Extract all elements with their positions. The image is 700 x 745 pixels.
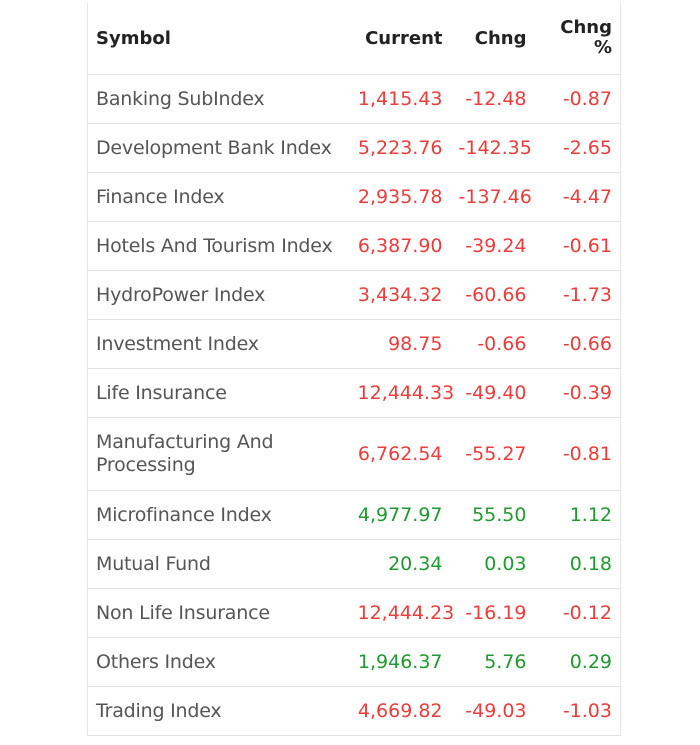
value-cell: 55.50 xyxy=(450,490,535,540)
table-row: Microfinance Index 4,977.97 55.50 1.12 xyxy=(87,490,621,540)
symbol-cell: Non Life Insurance xyxy=(87,588,350,638)
value-cell: -0.66 xyxy=(450,319,535,369)
symbol-cell: Microfinance Index xyxy=(87,490,350,540)
value-cell: -39.24 xyxy=(450,221,535,271)
value-cell: -0.87 xyxy=(534,74,621,124)
value-cell: -1.73 xyxy=(534,270,621,320)
table-body: Banking SubIndex 1,415.43 -12.48 -0.87 Devel… xyxy=(87,74,621,736)
table-row: Life Insurance 12,444.33 -49.40 -0.39 xyxy=(87,368,621,418)
value-cell: -0.61 xyxy=(534,221,621,271)
value-cell: 2,935.78 xyxy=(349,172,451,222)
table-row: Manufacturing And Processing 6,762.54 -55.… xyxy=(87,417,621,491)
table-row: Mutual Fund 20.34 0.03 0.18 xyxy=(87,539,621,589)
table-row: Non Life Insurance 12,444.23 -16.19 -0.12 xyxy=(87,588,621,638)
value-cell: -137.46 xyxy=(450,172,535,222)
value-cell: 5.76 xyxy=(450,637,535,687)
table-row: Others Index 1,946.37 5.76 0.29 xyxy=(87,637,621,687)
value-cell: 6,762.54 xyxy=(349,417,451,491)
symbol-cell: Banking SubIndex xyxy=(87,74,350,124)
value-cell: -0.66 xyxy=(534,319,621,369)
symbol-cell: Mutual Fund xyxy=(87,539,350,589)
value-cell: 4,977.97 xyxy=(349,490,451,540)
value-cell: 0.29 xyxy=(534,637,621,687)
value-cell: 0.18 xyxy=(534,539,621,589)
column-header: Symbol xyxy=(87,3,350,75)
symbol-cell: Finance Index xyxy=(87,172,350,222)
table-row: Banking SubIndex 1,415.43 -12.48 -0.87 xyxy=(87,74,621,124)
column-header: Current xyxy=(349,3,451,75)
symbol-cell: Others Index xyxy=(87,637,350,687)
value-cell: -16.19 xyxy=(450,588,535,638)
value-cell: 20.34 xyxy=(349,539,451,589)
value-cell: -0.81 xyxy=(534,417,621,491)
symbol-cell: HydroPower Index xyxy=(87,270,350,320)
value-cell: -55.27 xyxy=(450,417,535,491)
value-cell: 1.12 xyxy=(534,490,621,540)
value-cell: 12,444.33 xyxy=(349,368,454,418)
table-header: Symbol Current Chng Chng % xyxy=(87,3,621,75)
value-cell: -60.66 xyxy=(450,270,535,320)
value-cell: -49.03 xyxy=(450,686,535,736)
index-table: Symbol Current Chng Chng % Banking SubIndex… xyxy=(87,3,621,736)
symbol-cell: Development Bank Index xyxy=(87,123,350,173)
value-cell: -1.03 xyxy=(534,686,621,736)
table-row: HydroPower Index 3,434.32 -60.66 -1.73 xyxy=(87,270,621,320)
header-row: Symbol Current Chng Chng % xyxy=(87,3,621,75)
value-cell: 4,669.82 xyxy=(349,686,451,736)
value-cell: -0.39 xyxy=(534,368,621,418)
table-row: Trading Index 4,669.82 -49.03 -1.03 xyxy=(87,686,621,736)
symbol-cell: Manufacturing And Processing xyxy=(87,417,350,491)
value-cell: -4.47 xyxy=(534,172,621,222)
symbol-cell: Life Insurance xyxy=(87,368,350,418)
value-cell: 1,946.37 xyxy=(349,637,451,687)
table-row: Development Bank Index 5,223.76 -142.35 -2.… xyxy=(87,123,621,173)
table-row: Investment Index 98.75 -0.66 -0.66 xyxy=(87,319,621,369)
value-cell: 3,434.32 xyxy=(349,270,451,320)
symbol-cell: Investment Index xyxy=(87,319,350,369)
value-cell: -142.35 xyxy=(450,123,535,173)
value-cell: 5,223.76 xyxy=(349,123,451,173)
value-cell: 12,444.23 xyxy=(349,588,454,638)
column-header: Chng % xyxy=(534,3,621,75)
value-cell: 0.03 xyxy=(450,539,535,589)
value-cell: -12.48 xyxy=(450,74,535,124)
column-header-text: Chng % xyxy=(560,17,612,58)
value-cell: -2.65 xyxy=(534,123,621,173)
symbol-cell: Hotels And Tourism Index xyxy=(87,221,350,271)
value-cell: 6,387.90 xyxy=(349,221,451,271)
table-row: Finance Index 2,935.78 -137.46 -4.47 xyxy=(87,172,621,222)
value-cell: -49.40 xyxy=(450,368,535,418)
value-cell: 1,415.43 xyxy=(349,74,451,124)
symbol-cell: Trading Index xyxy=(87,686,350,736)
table-row: Hotels And Tourism Index 6,387.90 -39.24 -0… xyxy=(87,221,621,271)
table-container: Symbol Current Chng Chng % Banking SubIndex… xyxy=(87,3,621,736)
column-header: Chng xyxy=(450,3,535,75)
value-cell: -0.12 xyxy=(534,588,621,638)
value-cell: 98.75 xyxy=(349,319,451,369)
